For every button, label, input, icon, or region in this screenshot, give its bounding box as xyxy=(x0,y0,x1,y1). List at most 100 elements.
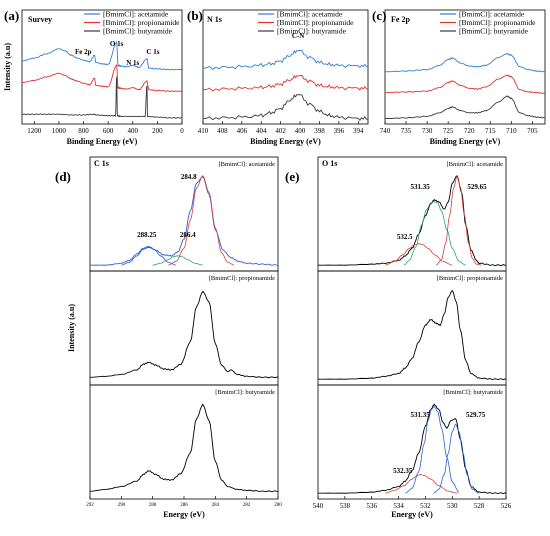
subplot-1-fit-286.4 xyxy=(152,255,203,266)
subplot-3-fit-529.75 xyxy=(433,423,480,494)
panel-c-xlabel: Binding Energy (eV) xyxy=(430,137,501,146)
peak-annotation: 284.8 xyxy=(181,173,197,181)
panel-d-title: C 1s xyxy=(94,159,109,168)
x-tick-label: 290 xyxy=(118,503,126,508)
panel-c-label: (c) xyxy=(372,8,386,23)
legend-entry: [BmimCl]: propionamide xyxy=(277,18,354,27)
subplot-3-fit-532.35 xyxy=(385,474,458,494)
x-tick-label: 710 xyxy=(506,127,517,135)
x-tick-label: 538 xyxy=(340,502,351,510)
x-tick-label: 1000 xyxy=(52,127,67,135)
panel-e-subplot-frame xyxy=(317,384,507,500)
subplot-1-fit-288.25 xyxy=(121,247,177,266)
panel-e-title: O 1s xyxy=(322,159,337,168)
x-tick-label: 396 xyxy=(334,127,345,135)
x-tick-label: 292 xyxy=(86,503,94,508)
x-tick-label: 532 xyxy=(420,502,431,510)
x-tick-label: 280 xyxy=(274,503,282,508)
panel-d-xlabel: Energy (eV) xyxy=(163,510,205,519)
x-tick-label: 288 xyxy=(149,503,157,508)
panel-e-subplot-frame xyxy=(317,270,507,386)
panel-d-ylabel: Intensity (a.u) xyxy=(67,304,76,352)
x-tick-label: 528 xyxy=(474,502,485,510)
subplot-1-fit-532.5 xyxy=(385,243,453,266)
peak-annotation: 529.75 xyxy=(466,411,486,419)
series-3-line xyxy=(21,76,183,119)
series-2-line xyxy=(21,64,183,93)
subplot-label: [BmimCl]: propionamide xyxy=(437,275,503,282)
x-tick-label: 410 xyxy=(198,127,209,135)
peak-annotation: 532.35 xyxy=(393,467,413,475)
x-tick-label: 400 xyxy=(128,127,139,135)
x-tick-label: 530 xyxy=(447,502,458,510)
series-1-line xyxy=(21,40,183,71)
panel-b-label: (b) xyxy=(187,8,203,23)
panel-c-frame xyxy=(384,9,546,125)
subplot-1-measured xyxy=(89,175,279,267)
x-tick-label: 705 xyxy=(527,127,538,135)
subplot-2-measured xyxy=(317,289,507,381)
panel-d-subplot-frame xyxy=(89,270,279,386)
panel-a-label: (a) xyxy=(4,8,19,23)
x-tick-label: 735 xyxy=(401,127,412,135)
subplot-label: [BmimCl]: acetamide xyxy=(447,161,504,168)
series-3-line xyxy=(384,95,546,120)
x-tick-label: 725 xyxy=(443,127,454,135)
peak-annotation: O 1s xyxy=(110,40,124,48)
x-tick-label: 526 xyxy=(501,502,512,510)
panel-e-subplot-frame xyxy=(317,156,507,272)
panel-d-subplot-frame xyxy=(89,384,279,500)
peak-annotation: 531.35 xyxy=(411,411,431,419)
panel-d-label: (d) xyxy=(55,169,71,184)
legend-entry: [BmimCl]: acetamide xyxy=(277,10,343,19)
x-tick-label: 600 xyxy=(103,127,114,135)
series-1-line xyxy=(384,52,546,73)
panel-b-title: N 1s xyxy=(207,15,222,24)
x-tick-label: 286 xyxy=(180,503,188,508)
x-tick-label: 394 xyxy=(353,127,364,135)
x-tick-label: 402 xyxy=(275,127,286,135)
subplot-3-fit-531.35 xyxy=(405,406,460,494)
legend-entry: [BmimCl]: butyramide xyxy=(277,27,347,36)
legend-entry: [BmimCl]: butyramide xyxy=(459,27,529,36)
subplot-1-fit-284.8 xyxy=(168,175,235,266)
peak-annotation: 529.65 xyxy=(467,183,487,191)
peak-annotation: N 1s xyxy=(126,59,139,67)
panel-e-xlabel: Energy (eV) xyxy=(391,510,433,519)
subplot-1-fit-531.35 xyxy=(403,201,466,266)
x-tick-label: 398 xyxy=(314,127,325,135)
series-2-line xyxy=(384,74,546,94)
series-3-line xyxy=(202,93,369,121)
panel-a-xlabel: Binding Energy (eV) xyxy=(67,137,138,146)
panel-a-ylabel: Intensity (a.u) xyxy=(3,43,12,91)
legend-entry: [BmimCl]: butyramide xyxy=(103,27,173,36)
subplot-2-measured xyxy=(89,290,279,379)
subplot-label: [BmimCl]: butyramide xyxy=(443,389,503,396)
panel-c-title: Fe 2p xyxy=(391,15,410,24)
x-tick-label: 1200 xyxy=(27,127,42,135)
subplot-label: [BmimCl]: acetamide xyxy=(219,161,276,168)
x-tick-label: 740 xyxy=(380,127,391,135)
x-tick-label: 730 xyxy=(422,127,433,135)
x-tick-label: 404 xyxy=(256,127,267,135)
peak-annotation: C-N xyxy=(292,32,304,40)
peak-annotation: 532.5 xyxy=(397,233,413,241)
panel-a-title: Survey xyxy=(28,15,52,24)
x-tick-label: 406 xyxy=(237,127,248,135)
panel-e-label: (e) xyxy=(285,169,299,184)
x-tick-label: 800 xyxy=(78,127,89,135)
peak-annotation: Fe 2p xyxy=(75,48,92,56)
x-tick-label: 534 xyxy=(393,502,404,510)
x-tick-label: 400 xyxy=(295,127,306,135)
subplot-3-measured xyxy=(89,403,279,493)
series-2-line xyxy=(202,74,369,92)
peak-annotation: C 1s xyxy=(146,48,159,56)
peak-annotation: 286.4 xyxy=(180,231,196,239)
x-tick-label: 284 xyxy=(212,503,220,508)
subplot-1-fit-529.65 xyxy=(435,175,482,266)
panel-b-xlabel: Binding Energy (eV) xyxy=(250,137,321,146)
x-tick-label: 0 xyxy=(180,127,184,135)
peak-annotation: 288.25 xyxy=(137,231,157,239)
x-tick-label: 715 xyxy=(485,127,496,135)
